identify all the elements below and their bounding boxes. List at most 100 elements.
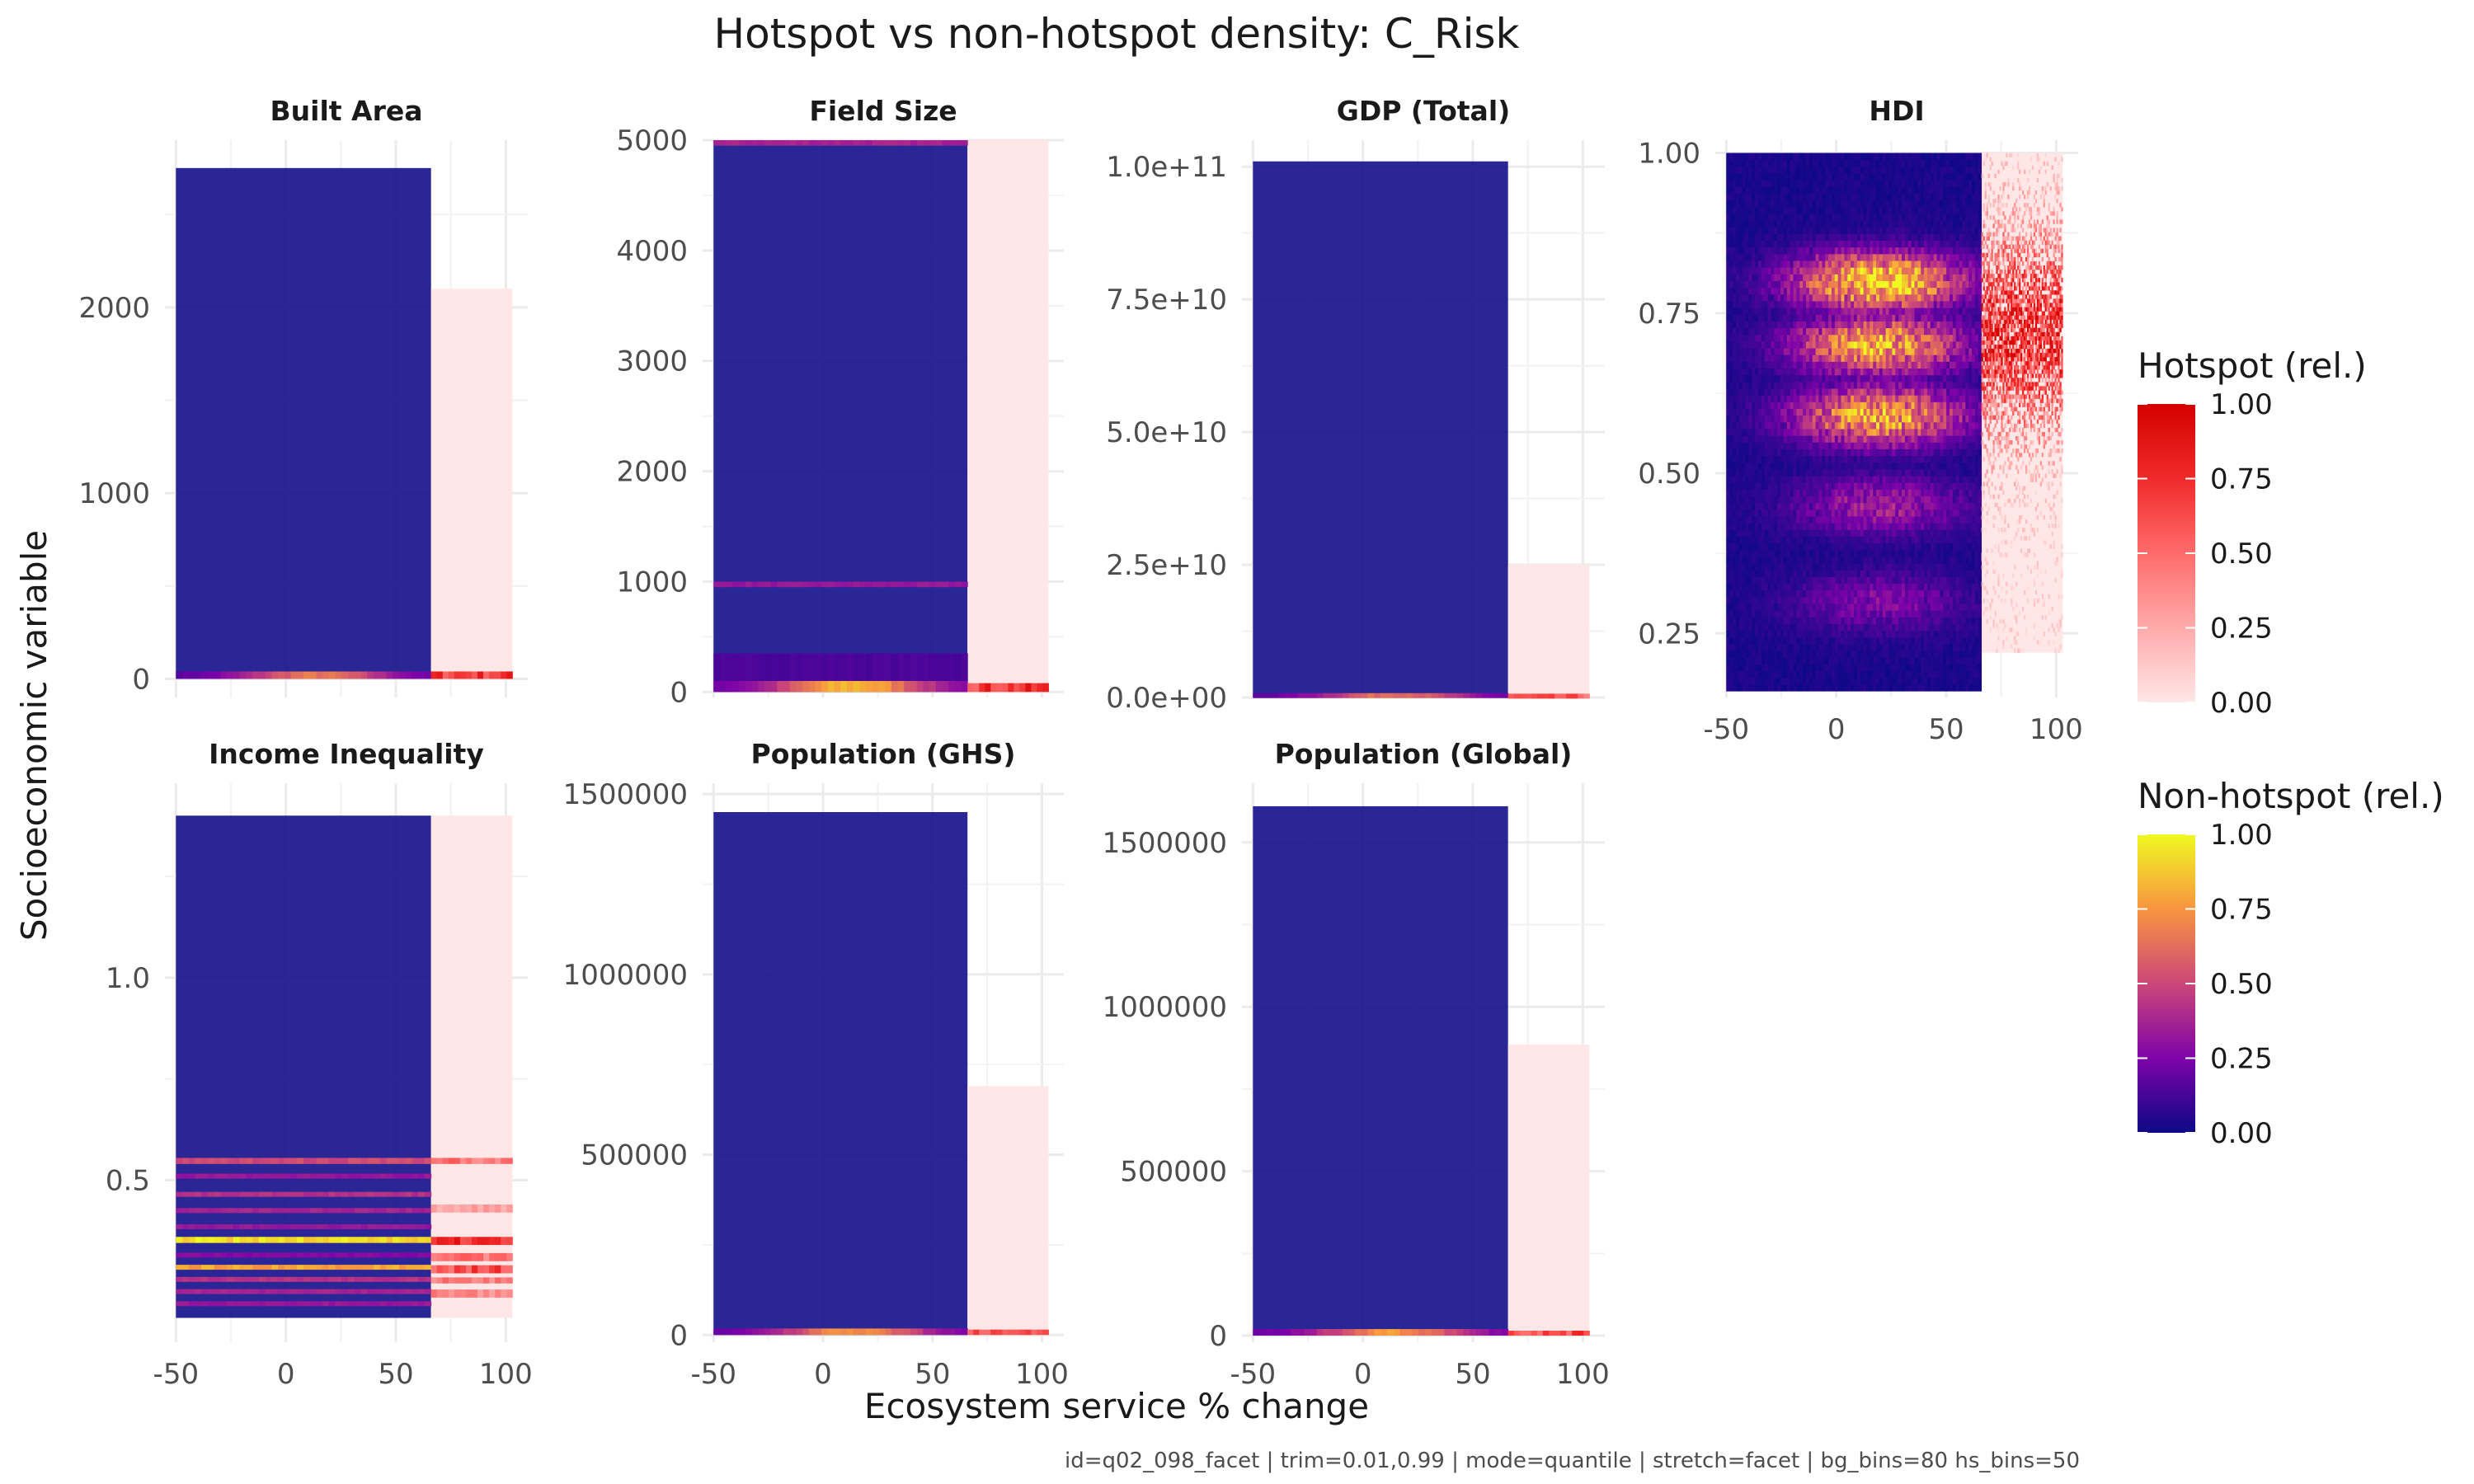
nonhotspot-density-cell — [1876, 301, 1880, 308]
nonhotspot-density-cell — [1748, 684, 1752, 692]
nonhotspot-density-cell — [1860, 321, 1864, 329]
nonhotspot-density-cell — [1876, 576, 1880, 585]
nonhotspot-density-cell — [1940, 455, 1944, 463]
nonhotspot-density-cell — [1437, 693, 1445, 698]
nonhotspot-density-cell — [1726, 542, 1730, 551]
nonhotspot-density-cell — [1898, 301, 1903, 308]
nonhotspot-density-cell — [1774, 381, 1778, 389]
nonhotspot-density-cell — [1780, 597, 1785, 604]
nonhotspot-density-cell — [1761, 617, 1766, 625]
nonhotspot-density-cell — [1972, 408, 1976, 416]
nonhotspot-density-cell — [1837, 442, 1841, 449]
nonhotspot-density-cell — [1866, 421, 1870, 430]
nonhotspot-density-cell — [1812, 556, 1816, 564]
nonhotspot-density-cell — [739, 653, 746, 681]
nonhotspot-density-cell — [1952, 516, 1957, 524]
nonhotspot-density-cell — [1898, 509, 1903, 517]
nonhotspot-density-cell — [1745, 355, 1749, 362]
nonhotspot-density-cell — [872, 140, 879, 146]
nonhotspot-density-cell — [1943, 556, 1947, 564]
nonhotspot-density-cell — [1902, 374, 1906, 383]
nonhotspot-density-cell — [1911, 415, 1915, 423]
nonhotspot-density-cell — [1965, 589, 1969, 598]
nonhotspot-density-cell — [1851, 334, 1855, 342]
nonhotspot-density-cell — [1764, 576, 1768, 585]
nonhotspot-density-cell — [1926, 684, 1931, 692]
nonhotspot-density-cell — [1950, 677, 1954, 685]
nonhotspot-density-cell — [1914, 361, 1918, 369]
nonhotspot-density-cell — [1950, 482, 1954, 490]
nonhotspot-density-cell — [1885, 462, 1889, 470]
nonhotspot-density-cell — [1780, 308, 1785, 315]
nonhotspot-density-cell — [1943, 542, 1947, 551]
nonhotspot-density-cell — [1965, 348, 1969, 355]
nonhotspot-density-cell — [1742, 610, 1746, 618]
nonhotspot-density-cell — [1834, 657, 1839, 665]
nonhotspot-density-cell — [1955, 636, 1959, 645]
nonhotspot-density-cell — [1968, 684, 1973, 692]
nonhotspot-density-cell — [1924, 448, 1928, 457]
nonhotspot-density-cell — [1902, 421, 1906, 430]
nonhotspot-density-cell — [726, 140, 733, 146]
nonhotspot-density-cell — [1726, 402, 1730, 409]
nonhotspot-density-cell — [1748, 421, 1752, 430]
nonhotspot-density-cell — [1799, 489, 1804, 497]
nonhotspot-density-cell — [1952, 381, 1957, 389]
nonhotspot-density-cell — [1733, 489, 1737, 497]
nonhotspot-density-cell — [1735, 583, 1740, 591]
nonhotspot-density-cell — [1936, 415, 1940, 423]
nonhotspot-density-cell — [1914, 529, 1918, 537]
nonhotspot-density-cell — [1822, 617, 1826, 625]
nonhotspot-density-cell — [1860, 308, 1864, 315]
nonhotspot-density-cell — [1876, 502, 1880, 510]
hotspot-density-cell — [996, 683, 1003, 693]
nonhotspot-density-cell — [891, 680, 899, 693]
nonhotspot-density-cell — [1955, 630, 1959, 638]
nonhotspot-density-cell — [1729, 610, 1733, 618]
nonhotspot-density-cell — [1844, 408, 1848, 416]
nonhotspot-density-cell — [910, 581, 918, 588]
nonhotspot-density-cell — [1885, 509, 1889, 517]
nonhotspot-density-cell — [1742, 402, 1746, 409]
nonhotspot-density-cell — [1793, 355, 1797, 362]
nonhotspot-density-cell — [1729, 630, 1733, 638]
nonhotspot-density-cell — [1873, 589, 1877, 598]
nonhotspot-density-cell — [1968, 589, 1973, 598]
nonhotspot-density-cell — [1902, 468, 1906, 477]
nonhotspot-density-cell — [1841, 502, 1845, 510]
nonhotspot-density-cell — [1758, 442, 1762, 449]
nonhotspot-density-cell — [1962, 650, 1966, 658]
nonhotspot-density-cell — [1278, 693, 1286, 698]
nonhotspot-density-cell — [1796, 455, 1800, 463]
nonhotspot-density-cell — [1796, 421, 1800, 430]
nonhotspot-density-cell — [1907, 468, 1912, 477]
nonhotspot-density-cell — [1930, 597, 1935, 604]
nonhotspot-density-cell — [1952, 321, 1957, 329]
nonhotspot-density-cell — [1907, 677, 1912, 685]
nonhotspot-density-cell — [1831, 597, 1836, 604]
nonhotspot-density-cell — [1812, 516, 1816, 524]
nonhotspot-density-cell — [1902, 381, 1906, 389]
nonhotspot-density-cell — [1943, 340, 1947, 349]
nonhotspot-density-cell — [1837, 348, 1841, 355]
nonhotspot-density-cell — [1818, 462, 1823, 470]
nonhotspot-density-cell — [1767, 355, 1771, 362]
nonhotspot-density-cell — [1812, 583, 1816, 591]
nonhotspot-density-cell — [1851, 623, 1855, 632]
nonhotspot-density-cell — [1790, 677, 1794, 685]
nonhotspot-density-cell — [1917, 549, 1921, 557]
nonhotspot-density-cell — [1796, 429, 1800, 436]
nonhotspot-density-cell — [1940, 589, 1944, 598]
nonhotspot-density-cell — [1783, 542, 1788, 551]
nonhotspot-density-cell — [1806, 368, 1810, 376]
nonhotspot-density-cell — [1831, 442, 1836, 449]
nonhotspot-density-cell — [1940, 542, 1944, 551]
nonhotspot-density-cell — [1902, 489, 1906, 497]
nonhotspot-density-cell — [1895, 448, 1899, 457]
nonhotspot-density-cell — [1793, 509, 1797, 517]
y-tick-label: 1000 — [78, 477, 150, 510]
nonhotspot-density-cell — [1758, 536, 1762, 544]
nonhotspot-density-cell — [1733, 314, 1737, 322]
nonhotspot-density-cell — [1911, 429, 1915, 436]
